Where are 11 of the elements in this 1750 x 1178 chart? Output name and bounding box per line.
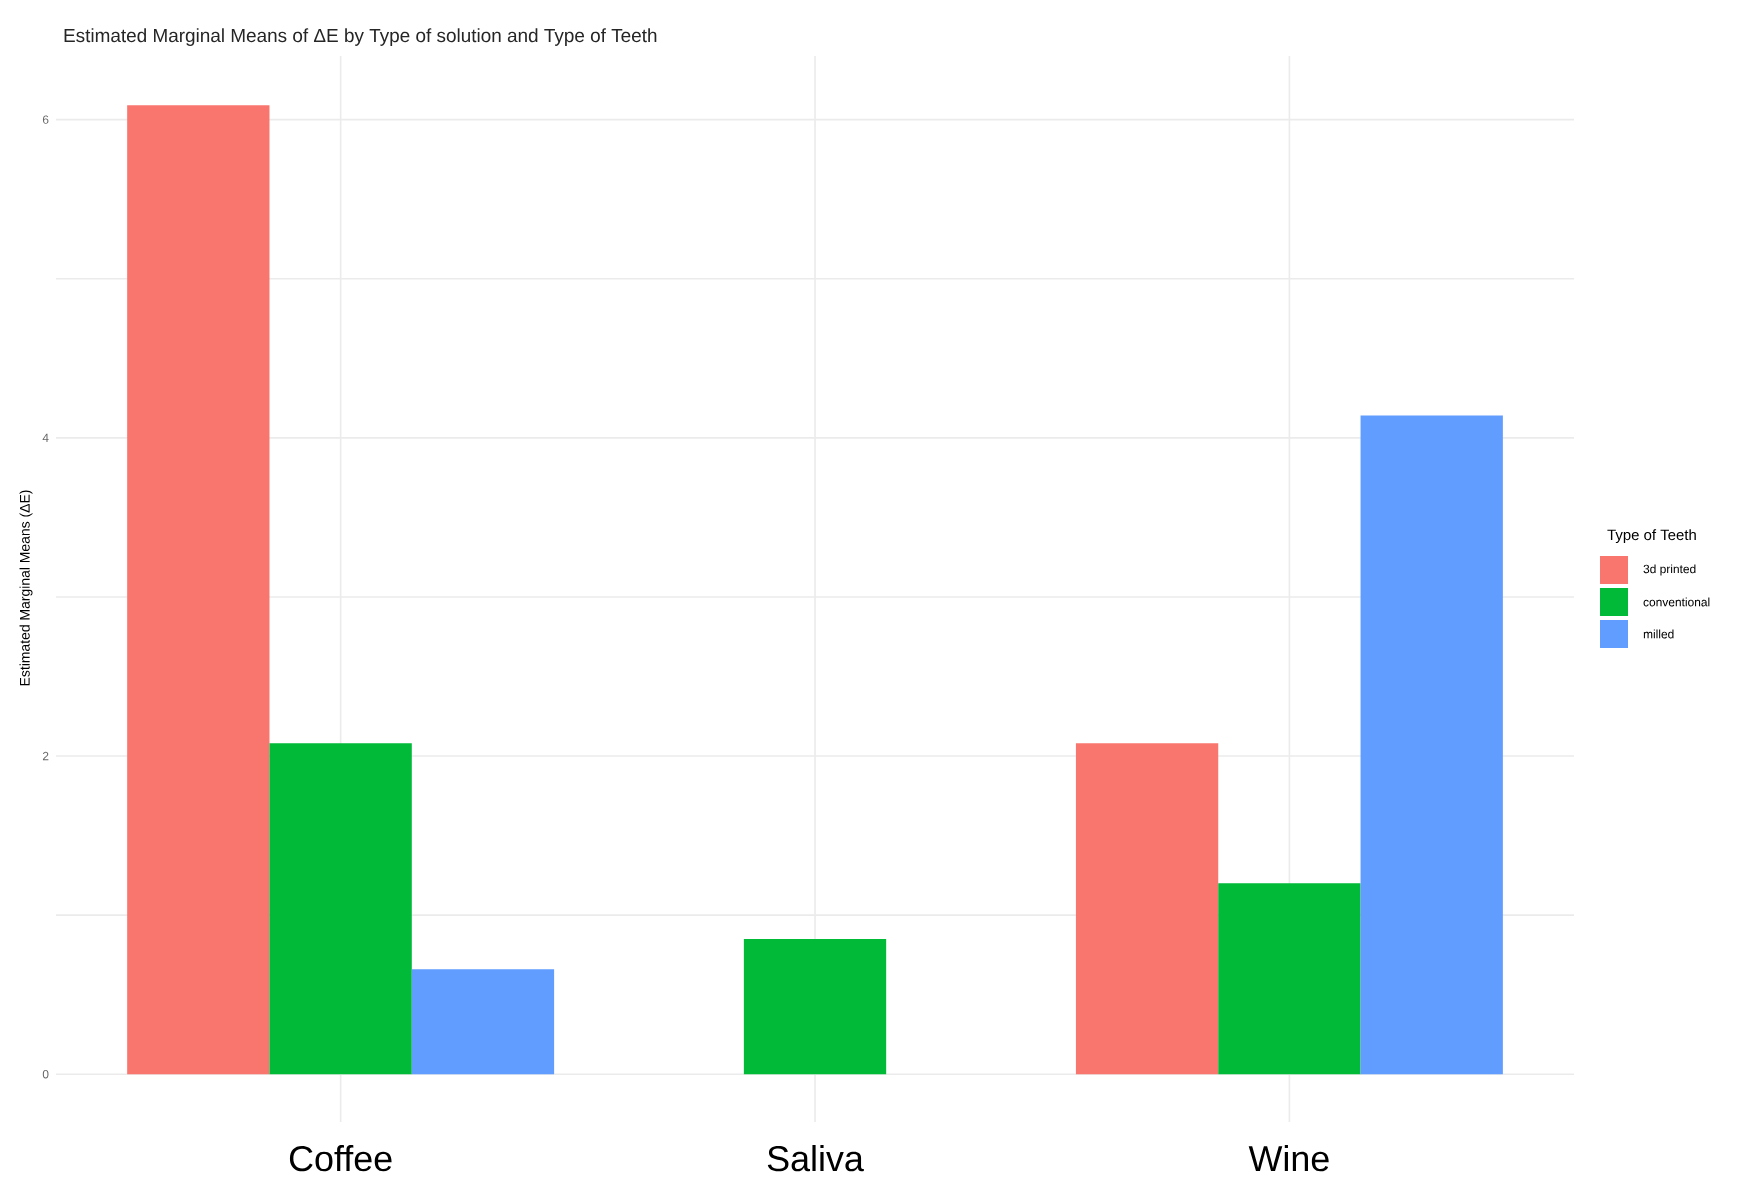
bar — [1218, 883, 1361, 1075]
bar — [127, 105, 270, 1075]
x-tick-label: Wine — [1248, 1145, 1329, 1172]
bar — [1075, 743, 1219, 1075]
bar — [411, 969, 555, 1075]
bar — [1360, 415, 1503, 1075]
chart-title: Estimated Marginal Means of ΔE by Type of solution and Type of Teeth — [64, 28, 657, 46]
bar — [743, 939, 887, 1075]
bar — [269, 743, 412, 1075]
x-tick-label: Saliva — [767, 1145, 864, 1172]
x-tick-label: Coffee — [289, 1145, 392, 1172]
